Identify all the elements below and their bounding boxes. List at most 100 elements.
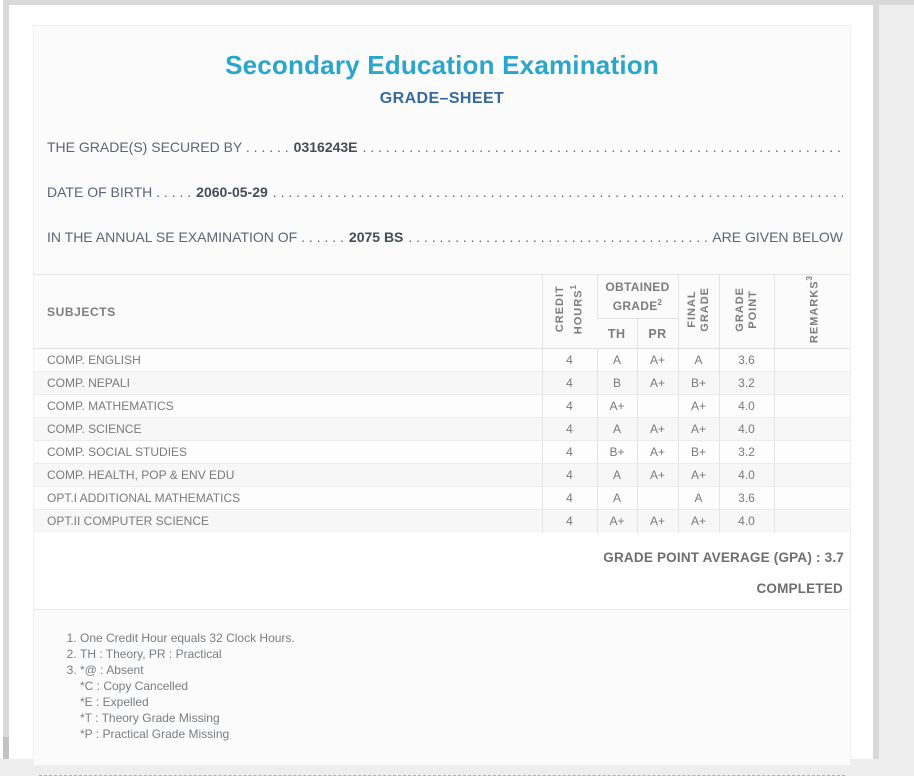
footnote-line: *E : Expelled	[80, 694, 149, 709]
cell-subject: COMP. SOCIAL STUDIES	[34, 440, 542, 464]
cell-gp: 3.6	[718, 486, 774, 510]
grade-sheet-card: Secondary Education Examination GRADE–SH…	[33, 25, 851, 776]
cell-final: A+	[677, 394, 719, 418]
cell-th: A	[596, 417, 637, 441]
cell-final: A+	[677, 417, 719, 441]
col-header-final-grade: FINAL GRADE	[677, 273, 719, 350]
cell-subject: COMP. HEALTH, POP & ENV EDU	[34, 463, 542, 487]
footnote-item: *@ : Absent*C : Copy Cancelled*E : Expel…	[80, 662, 850, 742]
cell-remarks	[773, 417, 850, 441]
page-subtitle: GRADE–SHEET	[379, 90, 505, 107]
table-row: COMP. MATHEMATICS 4 A+ A+ 4.0	[34, 394, 850, 418]
col-header-remarks: REMARKS3	[773, 273, 850, 350]
cell-gp: 4.0	[718, 417, 774, 441]
cell-credit: 4	[541, 440, 597, 464]
dot-leader: . . . . . . . . . . . . . . . . . . . . …	[408, 229, 707, 245]
gpa-label: GRADE POINT AVERAGE (GPA) :	[603, 549, 821, 565]
cell-final: A+	[677, 509, 719, 533]
gpa-summary: GRADE POINT AVERAGE (GPA) : 3.7	[34, 533, 850, 565]
footnote-line: *@ : Absent	[80, 662, 144, 677]
cell-remarks	[773, 463, 850, 487]
cell-th: A+	[596, 509, 637, 533]
table-row: OPT.I ADDITIONAL MATHEMATICS 4 A A 3.6	[34, 486, 850, 510]
cell-credit: 4	[541, 394, 597, 418]
grades-table: SUBJECTS CREDIT HOURS1 OBTAINED GRADE2 FIN…	[34, 273, 850, 533]
cell-gp: 3.2	[718, 371, 774, 395]
cell-pr: A+	[636, 371, 678, 395]
cell-remarks	[773, 509, 850, 533]
col-header-pr: PR	[636, 318, 678, 350]
cell-subject: COMP. MATHEMATICS	[34, 394, 542, 418]
footnote-item: One Credit Hour equals 32 Clock Hours.	[80, 630, 850, 646]
cell-pr: A+	[636, 440, 678, 464]
date-of-birth-label: DATE OF BIRTH . . . . .	[47, 184, 192, 200]
date-of-birth-line: DATE OF BIRTH . . . . . 2060-05-29 . . .…	[47, 184, 843, 200]
cell-remarks	[773, 440, 850, 464]
top-gray-strip	[3, 0, 914, 5]
cell-remarks	[773, 371, 850, 395]
grades-table-body: COMP. ENGLISH 4 A A+ A 3.6 COMP. NEPALI 4 B A+ B+ 3…	[34, 348, 850, 533]
cell-pr	[636, 486, 678, 510]
footnote-line: *T : Theory Grade Missing	[80, 710, 220, 725]
cell-remarks	[773, 486, 850, 510]
left-white-sliver	[0, 0, 3, 759]
cell-th: B+	[596, 440, 637, 464]
footnotes-list: One Credit Hour equals 32 Clock Hours.TH…	[34, 630, 850, 742]
cell-credit: 4	[541, 486, 597, 510]
examination-year-line: IN THE ANNUAL SE EXAMINATION OF . . . . …	[47, 229, 843, 245]
are-given-below-label: ARE GIVEN BELOW	[712, 229, 843, 245]
cell-subject: OPT.I ADDITIONAL MATHEMATICS	[34, 486, 542, 510]
cell-th: A	[596, 486, 637, 510]
cell-subject: COMP. SCIENCE	[34, 417, 542, 441]
cell-pr: A+	[636, 348, 678, 372]
cell-final: A+	[677, 463, 719, 487]
cell-credit: 4	[541, 348, 597, 372]
cell-gp: 4.0	[718, 463, 774, 487]
cell-gp: 3.6	[718, 348, 774, 372]
footnote-item: TH : Theory, PR : Practical	[80, 646, 850, 662]
table-row: COMP. HEALTH, POP & ENV EDU 4 A A+ A+ 4.0	[34, 463, 850, 487]
dot-leader: . . . . . . . . . . . . . . . . . . . . …	[362, 139, 843, 155]
examination-label: IN THE ANNUAL SE EXAMINATION OF . . . . …	[47, 229, 344, 245]
footnote-line: TH : Theory, PR : Practical	[80, 646, 222, 661]
student-info-section: THE GRADE(S) SECURED BY . . . . . . 0316…	[34, 139, 850, 245]
table-row: OPT.II COMPUTER SCIENCE 4 A+ A+ A+ 4.0	[34, 509, 850, 533]
dashed-separator	[39, 774, 845, 776]
date-of-birth-value: 2060-05-29	[196, 184, 268, 200]
dot-leader: . . . . . . . . . . . . . . . . . . . . …	[272, 184, 843, 200]
cell-th: B	[596, 371, 637, 395]
secured-by-line: THE GRADE(S) SECURED BY . . . . . . 0316…	[47, 139, 843, 155]
cell-remarks	[773, 394, 850, 418]
cell-pr	[636, 394, 678, 418]
left-scrollbar-thumb[interactable]	[3, 737, 9, 759]
col-header-th: TH	[597, 318, 637, 350]
gpa-value: 3.7	[824, 549, 844, 565]
secured-by-label: THE GRADE(S) SECURED BY . . . . . .	[47, 139, 289, 155]
page-title: Secondary Education Examination	[225, 50, 659, 80]
table-row: COMP. NEPALI 4 B A+ B+ 3.2	[34, 371, 850, 395]
symbol-number-value: 0316243E	[293, 139, 358, 155]
cell-credit: 4	[541, 509, 597, 533]
footnote-line: *P : Practical Grade Missing	[80, 726, 230, 741]
col-header-grade-point: GRADE POINT	[718, 273, 774, 350]
footnote-line: *C : Copy Cancelled	[80, 678, 189, 693]
cell-credit: 4	[541, 417, 597, 441]
left-scrollbar-track[interactable]	[3, 5, 9, 759]
cell-credit: 4	[541, 463, 597, 487]
cell-pr: A+	[636, 463, 678, 487]
cell-subject: COMP. NEPALI	[34, 371, 542, 395]
cell-gp: 3.2	[718, 440, 774, 464]
cell-th: A	[596, 348, 637, 372]
cell-subject: OPT.II COMPUTER SCIENCE	[34, 509, 542, 533]
status-completed: COMPLETED	[756, 580, 843, 596]
cell-th: A+	[596, 394, 637, 418]
cell-subject: COMP. ENGLISH	[34, 348, 542, 372]
cell-remarks	[773, 348, 850, 372]
cell-final: B+	[677, 371, 719, 395]
footnote-line: One Credit Hour equals 32 Clock Hours.	[80, 630, 295, 645]
cell-pr: A+	[636, 509, 678, 533]
col-header-credit-hours: CREDIT HOURS1	[541, 273, 597, 350]
table-row: COMP. SOCIAL STUDIES 4 B+ A+ B+ 3.2	[34, 440, 850, 464]
cell-gp: 4.0	[718, 509, 774, 533]
cell-th: A	[596, 463, 637, 487]
